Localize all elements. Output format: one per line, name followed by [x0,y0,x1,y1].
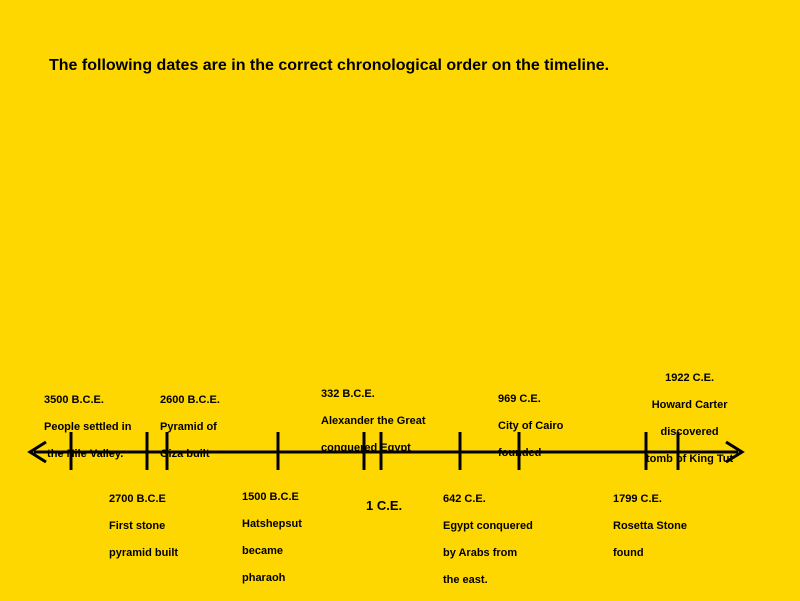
event-label-1922-ce: 1922 C.E. Howard Carter discovered tomb … [646,371,734,465]
timeline-ticks [69,432,680,470]
event-label-332-bce: 332 B.C.E. Alexander the Great conquered… [321,387,426,454]
event-label-3500-bce: 3500 B.C.E. People settled in the Nile V… [44,393,132,460]
event-label-1-ce: 1 C.E. [366,497,403,513]
timeline-right-arrow [725,440,745,464]
event-label-2700-bce: 2700 B.C.E First stone pyramid built [109,492,179,559]
page-title: The following dates are in the correct c… [49,57,610,74]
timeline-left-arrow [27,440,47,464]
event-label-2600-bce: 2600 B.C.E. Pyramid of Giza built [160,393,220,460]
event-label-969-ce: 969 C.E. City of Cairo founded [498,392,564,459]
event-label-642-ce: 642 C.E. Egypt conquered by Arabs from t… [443,492,533,586]
event-label-1799-ce: 1799 C.E. Rosetta Stone found [613,492,687,559]
event-label-1500-bce: 1500 B.C.E Hatshepsut became pharaoh [242,490,302,584]
